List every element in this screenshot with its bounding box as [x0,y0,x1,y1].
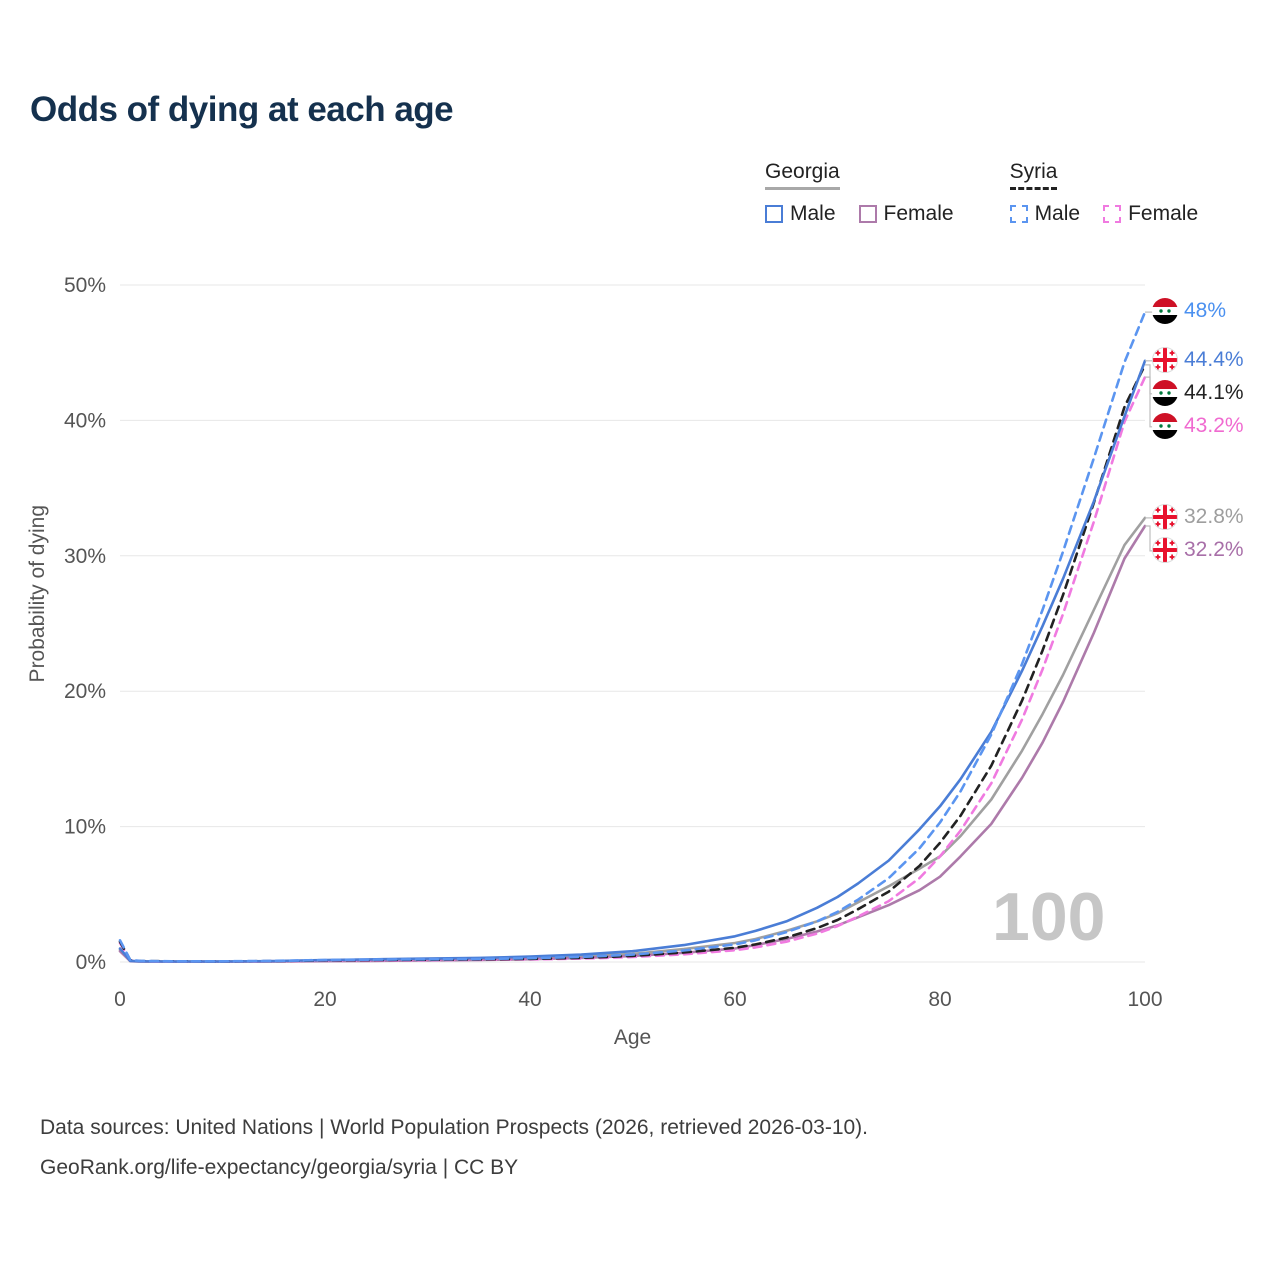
end-value: 32.2% [1184,537,1244,561]
data-source-footer: Data sources: United Nations | World Pop… [40,1108,868,1188]
svg-text:20%: 20% [64,680,106,703]
page-title: Odds of dying at each age [30,90,454,129]
footer-line-1: Data sources: United Nations | World Pop… [40,1116,869,1139]
end-value: 44.4% [1184,347,1244,371]
svg-text:30%: 30% [64,545,106,568]
georgia-flag-icon [1152,503,1178,530]
chart-legend: Georgia Male Female Syria Male Female [765,160,1214,226]
svg-text:50%: 50% [64,274,106,297]
legend-label-syria-female[interactable]: Female [1128,202,1199,225]
end-value: 48% [1184,299,1227,323]
syria-flag-icon [1152,298,1178,325]
end-label-georgia-total: 32.8% [1152,503,1244,530]
svg-text:60: 60 [723,988,746,1011]
x-axis-label: Age [613,1026,652,1049]
footer-line-2: GeoRank.org/life-expectancy/georgia/syri… [40,1156,519,1179]
svg-text:80: 80 [928,988,951,1011]
end-label-georgia-female: 32.2% [1152,536,1244,563]
svg-text:20: 20 [313,988,336,1011]
end-label-syria-total: 44.1% [1152,379,1244,406]
legend-group-syria: Syria Male Female [1009,160,1215,226]
legend-swatch-syria-male[interactable] [1009,205,1028,223]
georgia-flag-icon [1152,536,1178,563]
svg-text:10%: 10% [64,816,106,839]
line-chart: 0% 10% 20% 30% 40% 50% 0 20 40 60 80 100 [64,274,1163,1011]
age-watermark: 100 [992,879,1106,955]
end-label-georgia-male: 44.4% [1152,346,1244,373]
end-label-syria-male: 48% [1152,298,1227,325]
legend-label-georgia-female[interactable]: Female [883,202,954,225]
legend-group-georgia: Georgia Male Female [765,160,970,226]
legend-swatch-syria-female[interactable] [1103,205,1122,223]
svg-text:100: 100 [1127,988,1162,1011]
syria-flag-icon [1152,379,1178,406]
end-value: 44.1% [1184,380,1244,404]
legend-label-syria-male[interactable]: Male [1034,202,1081,225]
svg-text:0%: 0% [76,951,106,974]
svg-text:40: 40 [518,988,541,1011]
y-axis-label: Probability of dying [26,505,49,683]
legend-swatch-georgia-female[interactable] [858,205,877,223]
legend-title-syria: Syria [1009,160,1058,190]
georgia-flag-icon [1152,346,1178,373]
legend-swatch-georgia-male[interactable] [765,205,783,223]
end-label-syria-female: 43.2% [1152,412,1244,439]
syria-flag-icon [1152,412,1178,439]
svg-text:40%: 40% [64,409,106,432]
svg-text:0: 0 [114,988,126,1011]
legend-title-georgia: Georgia [765,160,840,190]
end-value: 43.2% [1184,413,1244,437]
end-value: 32.8% [1184,504,1244,528]
legend-label-georgia-male[interactable]: Male [790,202,836,225]
